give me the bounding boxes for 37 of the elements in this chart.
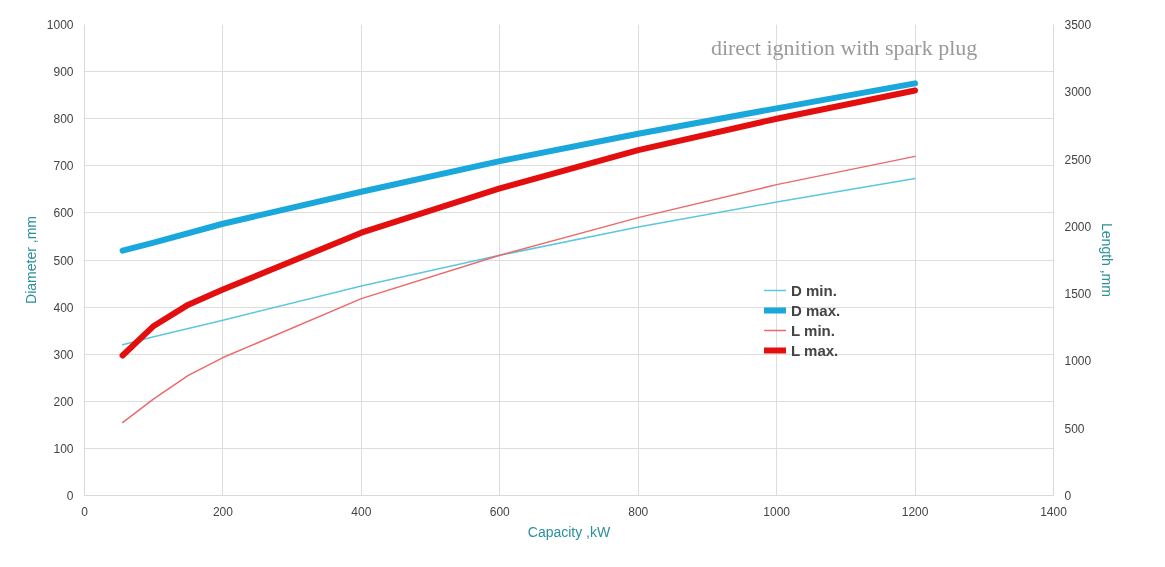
y-tick-label: 1000 xyxy=(46,18,74,32)
y2-tick-label: 2000 xyxy=(1064,219,1092,234)
y2-axis-title: Length ,mm xyxy=(1099,223,1116,297)
line-series xyxy=(121,155,916,424)
x-tick-label: 800 xyxy=(628,504,649,519)
y2-tick-label: 1500 xyxy=(1064,287,1092,302)
x-tick-label: 200 xyxy=(212,504,234,519)
legend-label: L max. xyxy=(791,341,839,359)
x-tick-label: 1400 xyxy=(1040,504,1068,519)
y2-tick-label: 3500 xyxy=(1064,18,1092,32)
y2-tick-label: 1000 xyxy=(1064,354,1092,369)
y2-tick-label: 0 xyxy=(1064,489,1072,503)
y-tick-label: 700 xyxy=(53,159,74,174)
y-tick-label: 300 xyxy=(53,347,74,362)
y-tick-label: 100 xyxy=(53,441,74,456)
y-tick-label: 200 xyxy=(53,394,74,409)
x-axis-title: Capacity ,kW xyxy=(527,523,612,540)
x-tick-label: 400 xyxy=(351,504,372,519)
y-tick-label: 900 xyxy=(53,65,74,80)
y-axis-title: Diameter ,mm xyxy=(22,216,39,304)
y-tick-label: 600 xyxy=(53,206,74,221)
legend-label: D min. xyxy=(791,281,837,299)
x-tick-label: 1200 xyxy=(901,504,929,519)
y2-tick-label: 2500 xyxy=(1064,152,1092,167)
y-tick-label: 400 xyxy=(53,300,74,315)
legend-label: D max. xyxy=(791,301,841,319)
y-tick-label: 0 xyxy=(66,489,74,503)
annotation: direct ignition with spark plug xyxy=(710,34,978,60)
y-tick-label: 500 xyxy=(53,253,74,268)
y2-tick-label: 3000 xyxy=(1064,85,1092,100)
y-tick-label: 800 xyxy=(53,112,74,127)
line-series xyxy=(121,177,916,346)
x-tick-label: 0 xyxy=(81,504,89,519)
legend-label: L min. xyxy=(791,321,835,339)
y2-tick-label: 500 xyxy=(1064,421,1085,436)
x-tick-label: 1000 xyxy=(763,504,791,519)
x-tick-label: 600 xyxy=(489,504,511,519)
